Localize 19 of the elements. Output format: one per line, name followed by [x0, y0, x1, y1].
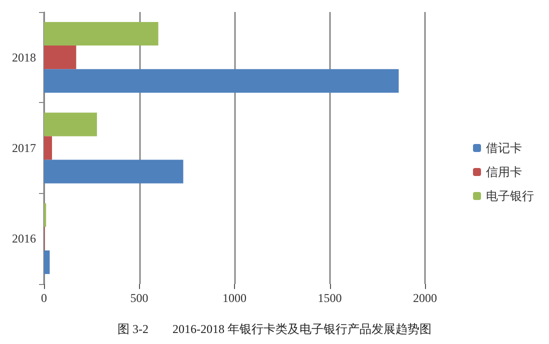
legend-label: 借记卡: [486, 141, 522, 155]
bar: [44, 112, 97, 136]
bar: [44, 69, 399, 93]
x-tick-label: 1500: [318, 291, 342, 305]
bar: [44, 46, 76, 70]
y-tick-label: 2017: [12, 141, 36, 155]
x-tick-label: 2000: [413, 291, 437, 305]
y-tick-label: 2016: [12, 232, 36, 246]
bar: [44, 160, 184, 184]
x-tick-label: 1000: [222, 291, 246, 305]
bar: [44, 136, 52, 160]
legend-label: 信用卡: [486, 165, 522, 179]
legend-label: 电子银行: [486, 189, 534, 203]
bar: [44, 22, 158, 46]
text: 图 3-2 2016-2018 年银行卡类及电子银行产品发展趋势图: [118, 322, 432, 336]
y-tick-label: 2018: [12, 50, 36, 64]
x-tick-label: 500: [130, 291, 148, 305]
bar: [44, 250, 50, 274]
x-tick-label: 0: [41, 291, 47, 305]
